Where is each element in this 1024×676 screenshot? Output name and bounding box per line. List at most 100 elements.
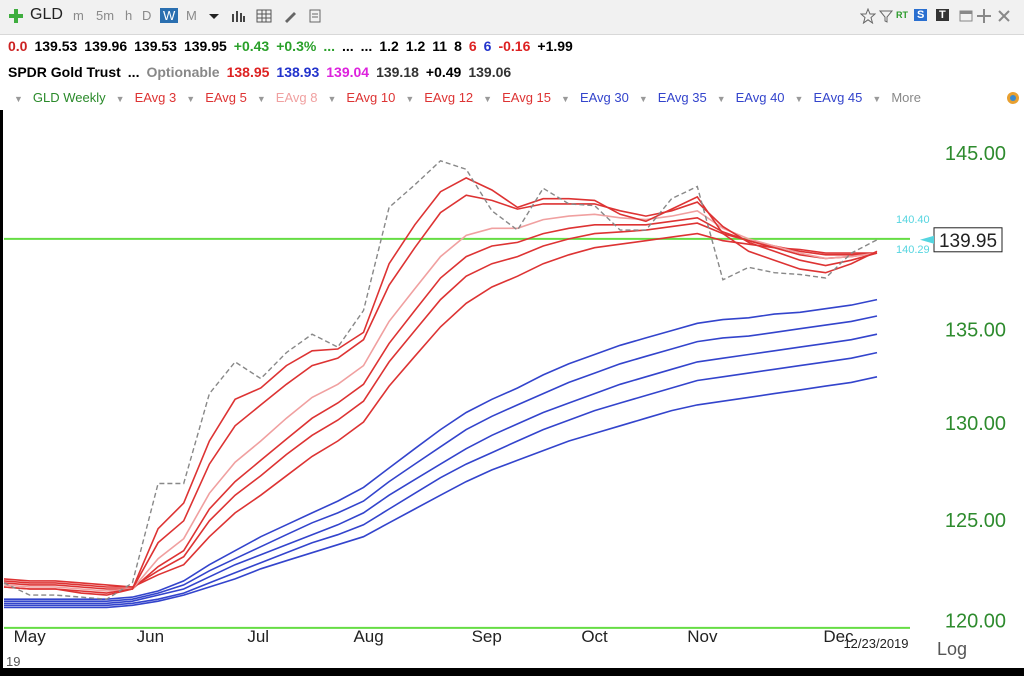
move-icon[interactable] [976,8,992,24]
y-tick-label-4: 120.00 [945,611,1006,633]
last-date-label: 12/23/2019 [843,636,908,651]
marker-label-0: 140.40 [896,214,930,226]
study-label-8[interactable]: EAvg 35 [657,90,707,105]
quote2-value-2: Optionable [146,64,220,80]
study-label-6[interactable]: EAvg 15 [502,90,552,105]
y-tick-label-1: 135.00 [945,320,1006,342]
study-dropdown-icon[interactable]: ▼ [405,94,415,104]
last-price-pointer-icon [920,235,934,244]
price-chart[interactable]: 145.00 135.00 130.00 125.00 120.00 May Jun Jul A… [0,110,1024,676]
interval-week[interactable]: W [160,8,179,23]
study-label-5[interactable]: EAvg 12 [424,90,474,105]
series-line-eavg-35 [4,315,878,603]
study-dropdown-icon[interactable]: ▼ [327,94,337,104]
settings-icon[interactable] [1006,91,1020,105]
study-dropdown-icon[interactable]: ▼ [14,94,23,104]
last-price-label: 139.95 [939,231,997,252]
window-icon[interactable] [958,8,974,24]
filter-icon[interactable] [878,8,894,24]
quote1-value-16: -0.16 [498,38,531,54]
study-label-4[interactable]: EAvg 10 [346,90,396,105]
corner-year-label: 19 [6,654,20,669]
series-line-eavg-12 [3,222,878,588]
window-left-edge [0,110,3,676]
quote1-value-8: ... [341,38,354,54]
grid-icon[interactable] [256,8,272,24]
study-label-7[interactable]: EAvg 30 [579,90,629,105]
study-label-11[interactable]: More [891,90,921,105]
quote1-value-9: ... [360,38,373,54]
study-dropdown-icon[interactable]: ▼ [794,94,804,104]
study-label-1[interactable]: EAvg 3 [134,90,177,105]
study-dropdown-icon[interactable]: ▼ [872,94,882,104]
dropdown-arrow-icon[interactable] [206,8,222,24]
window-bottom-edge [0,668,1024,676]
y-tick-label-0: 145.00 [945,143,1006,165]
series-line-eavg-5 [3,194,878,594]
quote2-value-8: 139.06 [468,64,512,80]
series-line-eavg-10 [3,216,878,590]
x-tick-label-4: Sep [472,627,502,646]
study-label-10[interactable]: EAvg 45 [813,90,863,105]
series-line-eavg-40 [4,333,878,605]
s-badge[interactable]: S [914,9,928,21]
study-label-2[interactable]: EAvg 5 [205,90,247,105]
quote1-value-2: 139.96 [84,38,128,54]
price-line [3,160,878,600]
x-tick-label-6: Nov [687,627,718,646]
study-label-0[interactable]: GLD Weekly [32,90,106,105]
study-dropdown-icon[interactable]: ▼ [115,94,125,104]
quote1-value-4: 139.95 [183,38,227,54]
bar-style-icon[interactable] [230,8,246,24]
interval-minute[interactable]: m [73,8,84,23]
study-dropdown-icon[interactable]: ▼ [638,94,648,104]
log-scale-label: Log [937,639,967,659]
interval-hour[interactable]: h [125,8,133,23]
quote-line-1: 0.0 139.53 139.96 139.53 139.95 +0.43 +0.3%...… [8,38,580,54]
x-tick-label-0: May [14,627,47,646]
study-dropdown-icon[interactable]: ▼ [256,94,266,104]
interval-day[interactable]: D [142,8,152,23]
quote2-value-3: 138.95 [226,64,270,80]
quote2-value-6: 139.18 [376,64,419,80]
realtime-badge[interactable]: RT [896,10,908,20]
star-icon[interactable] [860,8,876,24]
studies-legend: ▼ GLD Weekly ▼ EAvg 3 ▼ EAvg 5 ▼ EAvg 8 ▼ EAvg 10… [14,90,1014,108]
study-dropdown-icon[interactable]: ▼ [483,94,493,104]
study-dropdown-icon[interactable]: ▼ [186,94,196,104]
study-dropdown-icon[interactable]: ▼ [716,94,726,104]
interval-month[interactable]: M [186,8,197,23]
quote2-value-1: ... [127,64,140,80]
x-tick-label-5: Oct [581,627,608,646]
quote1-value-1: 139.53 [34,38,78,54]
quote1-value-10: 1.2 [379,38,399,54]
quote1-value-0: 0.0 [8,38,28,54]
close-icon[interactable] [996,8,1012,24]
series-line-eavg-30 [4,298,878,601]
quote1-value-7: ... [323,38,335,54]
quote1-value-5: +0.43 [233,38,270,54]
interval-5minute[interactable]: 5m [96,8,115,23]
quote1-value-11: 1.2 [405,38,426,54]
quote1-value-15: 6 [483,38,492,54]
series-line-eavg-3 [3,177,878,596]
notes-icon[interactable] [307,8,323,24]
quote1-value-3: 139.53 [134,38,177,54]
quote2-value-5: 139.04 [326,64,370,80]
add-symbol-icon[interactable] [8,8,24,24]
series-line-eavg-45 [4,351,878,607]
t-badge[interactable]: T [936,9,949,21]
series-line-eavg-15 [3,232,877,588]
draw-pencil-icon[interactable] [282,8,298,24]
quote1-value-13: 8 [454,38,462,54]
series-line-eavg-50 [4,376,878,609]
toolbar: GLD m 5m h D W M RT S T [0,0,1024,35]
study-dropdown-icon[interactable]: ▼ [561,94,570,104]
symbol-input[interactable]: GLD [30,6,63,23]
x-tick-label-2: Jul [247,627,269,646]
y-tick-label-2: 130.00 [945,413,1006,435]
study-label-3[interactable]: EAvg 8 [275,90,318,105]
x-tick-label-1: Jun [137,627,164,646]
study-label-9[interactable]: EAvg 40 [735,90,785,105]
